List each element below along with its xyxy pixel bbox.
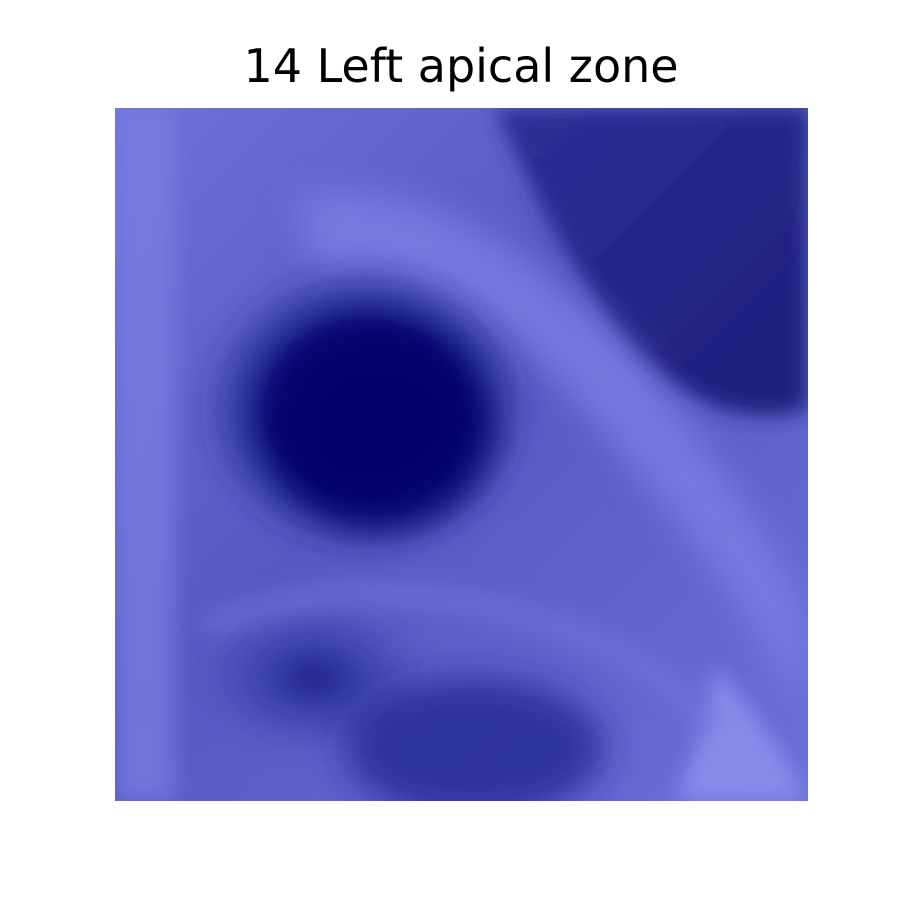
xray-lung-zone-icon [115,108,808,801]
xray-image-panel [115,108,808,801]
figure-title: 14 Left apical zone [243,39,679,93]
